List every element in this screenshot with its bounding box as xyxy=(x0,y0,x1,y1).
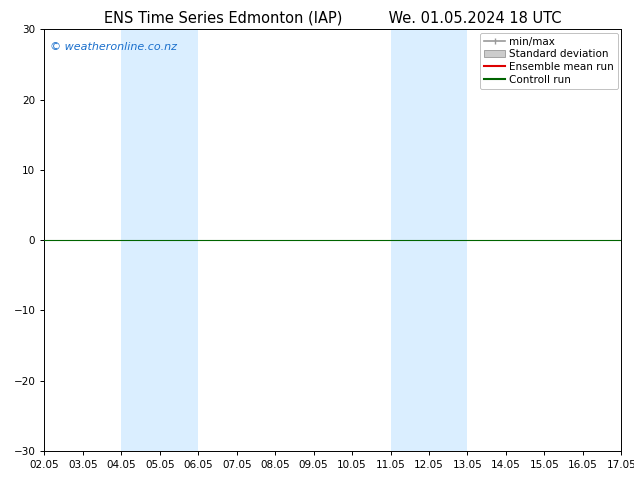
Bar xyxy=(121,29,198,451)
Text: © weatheronline.co.nz: © weatheronline.co.nz xyxy=(50,42,177,52)
Title: ENS Time Series Edmonton (IAP)          We. 01.05.2024 18 UTC: ENS Time Series Edmonton (IAP) We. 01.05… xyxy=(104,10,562,25)
Bar xyxy=(391,29,467,451)
Legend: min/max, Standard deviation, Ensemble mean run, Controll run: min/max, Standard deviation, Ensemble me… xyxy=(480,32,618,89)
